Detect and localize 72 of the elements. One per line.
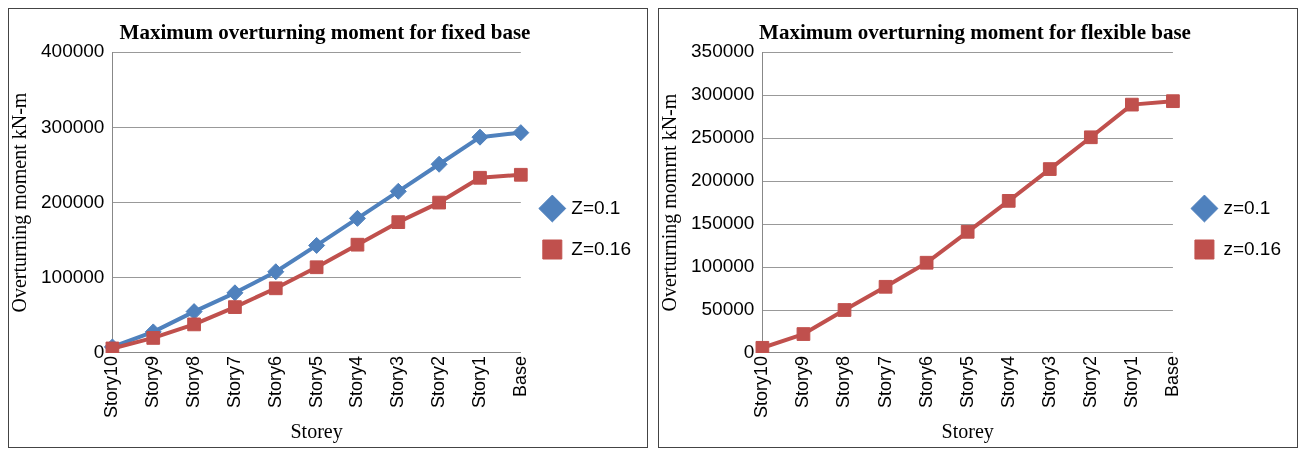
x-axis-title: Storey (290, 420, 343, 444)
x-tick-label: Story6 (915, 355, 936, 408)
point (267, 263, 285, 281)
x-tick-label: Story2 (428, 355, 449, 408)
point (960, 224, 975, 239)
x-tick-label: Story8 (833, 355, 854, 408)
legend-label: z=0.16 (1223, 237, 1281, 259)
point (348, 209, 366, 227)
x-tick-label: Story6 (264, 355, 285, 408)
x-tick-label: Story7 (223, 355, 244, 408)
point (228, 300, 242, 314)
y-tick-label: 0 (93, 341, 105, 363)
x-tick-label: Story9 (792, 355, 813, 408)
x-tick-label: Base (509, 355, 530, 397)
point (755, 340, 770, 353)
point (513, 167, 528, 182)
chart-title: Maximum overturning moment for fixed base (119, 20, 531, 45)
x-tick-label: Story2 (1079, 355, 1100, 408)
y-axis-title: Overturning moment kN-m (8, 92, 32, 313)
point (1125, 97, 1139, 112)
x-tick-label: Story5 (956, 355, 977, 408)
x-tick-label: Base (1161, 355, 1182, 397)
legend-label: z=0.1 (1223, 196, 1271, 218)
point (796, 327, 811, 341)
point (308, 236, 326, 254)
point (1083, 130, 1098, 145)
point (471, 128, 489, 146)
x-tick-label: Story9 (142, 355, 163, 408)
point (226, 284, 244, 302)
point (146, 331, 161, 345)
point (837, 303, 852, 317)
y-tick-label: 350000 (691, 40, 755, 62)
point (1166, 94, 1180, 109)
point (350, 237, 365, 252)
x-tick-label: Story3 (1038, 355, 1059, 408)
point (473, 170, 487, 185)
y-tick-label: 300000 (41, 115, 105, 137)
y-axis-title: Overturning momrnt kN-m (658, 93, 682, 312)
x-tick-label: Story1 (1120, 355, 1141, 408)
point (430, 155, 448, 173)
point (391, 215, 406, 229)
x-tick-label: Story5 (305, 355, 326, 408)
x-tick-label: Story7 (874, 355, 895, 408)
x-tick-label: Story8 (183, 355, 204, 408)
point (389, 182, 407, 200)
legend-label: Z=0.16 (571, 237, 632, 259)
x-axis-title: Storey (941, 420, 994, 444)
y-tick-label: 250000 (691, 126, 755, 148)
y-tick-label: 150000 (691, 212, 755, 234)
point (512, 124, 530, 142)
y-tick-label: 100000 (691, 255, 755, 277)
point (268, 281, 283, 296)
point (878, 279, 893, 294)
y-tick-label: 0 (743, 341, 755, 363)
y-tick-label: 200000 (691, 169, 755, 191)
y-tick-label: 400000 (41, 40, 105, 62)
point (309, 260, 324, 275)
y-tick-label: 50000 (701, 298, 755, 320)
x-tick-label: Story1 (468, 355, 489, 408)
x-tick-label: Story4 (997, 355, 1018, 408)
x-tick-label: Story4 (346, 355, 367, 408)
point (919, 255, 934, 270)
point (187, 317, 201, 332)
y-tick-label: 100000 (41, 266, 105, 288)
chart-title: Maximum overturning moment for flexible base (759, 20, 1191, 45)
point (1001, 194, 1016, 208)
legend-label: Z=0.1 (571, 196, 621, 218)
point (1042, 162, 1057, 176)
y-tick-label: 300000 (691, 83, 755, 105)
y-tick-label: 200000 (41, 190, 105, 212)
point (432, 195, 446, 210)
x-tick-label: Story3 (387, 355, 408, 408)
